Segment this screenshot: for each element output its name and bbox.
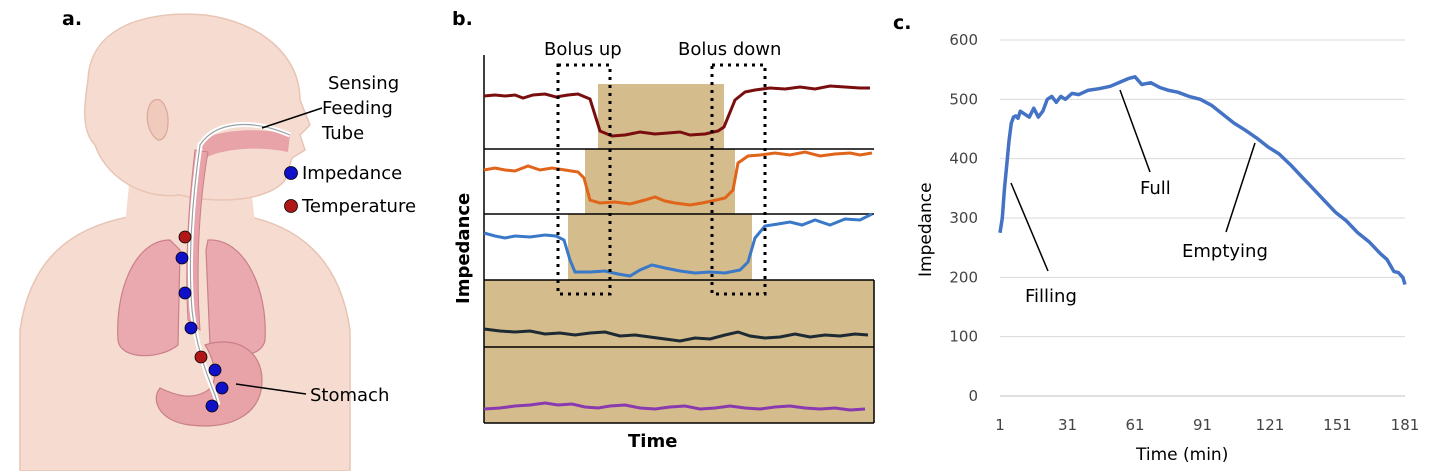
panel-a-label: a. [62,8,82,30]
chart-x-ticks: 1 31 61 91 121 151 181 [995,416,1419,434]
label-feeding: Feeding [322,98,393,119]
infant-illustration [19,13,351,471]
tube-leader-line [261,107,323,129]
impedance-sensor [208,363,222,377]
annotation-filling: Filling [1025,286,1077,307]
filling-leader [1010,182,1049,272]
y-tick-label: 600 [949,31,978,49]
trace-2 [483,150,873,207]
bolus-up-label: Bolus up [544,39,622,60]
stomach-leader-line [235,383,307,395]
bolus-regions [484,84,874,423]
impedance-sensor [178,286,192,300]
trace-5 [483,401,866,412]
y-tick-label: 100 [949,328,978,346]
trace-1 [483,84,870,138]
sensor-dots [175,230,229,413]
bolus-down-box [710,63,767,296]
chart-y-ticks: 0 100 200 300 400 500 600 [949,31,978,405]
x-tick-label: 61 [1125,416,1144,434]
x-tick-label: 181 [1391,416,1420,434]
full-leader [1119,89,1151,173]
label-stomach: Stomach [310,385,389,406]
trace-4 [483,327,869,343]
x-tick-label: 91 [1193,416,1212,434]
panel-b-ylabel: Impedance [453,193,474,304]
y-tick-label: 400 [949,150,978,168]
panel-b-label: b. [452,8,473,30]
x-tick-label: 121 [1256,416,1285,434]
bolus-up-box [556,63,612,296]
legend-temperature-dot [284,199,298,213]
temperature-sensor [178,230,192,244]
y-tick-label: 500 [949,90,978,108]
y-tick-label: 200 [949,268,978,286]
impedance-sensor [184,321,198,335]
trace-3 [483,212,873,278]
legend-impedance-label: Impedance [302,163,402,184]
chart-xlabel: Time (min) [1135,445,1228,465]
legend-temperature-label: Temperature [301,196,416,217]
y-tick-label: 0 [968,387,978,405]
panel-c-label: c. [893,12,911,34]
legend-impedance-dot [284,166,298,180]
chart-ylabel: Impedance [916,182,936,277]
bolus-down-label: Bolus down [678,39,781,60]
impedance-sensor [175,251,189,265]
temperature-sensor [194,350,208,364]
x-tick-label: 31 [1058,416,1077,434]
y-tick-label: 300 [949,209,978,227]
x-tick-label: 1 [995,416,1005,434]
chart-series-line [998,75,1407,286]
annotation-emptying: Emptying [1182,241,1268,262]
panel-b-xlabel: Time [628,431,677,452]
emptying-leader [1225,142,1256,233]
impedance-chart: 0 100 200 300 400 500 600 1 31 61 91 121 151 181 Imp… [916,31,1419,465]
trace-rows [483,55,875,424]
impedance-sensor [205,399,219,413]
annotation-full: Full [1140,178,1171,199]
label-tube: Tube [321,123,364,144]
x-tick-label: 151 [1323,416,1352,434]
impedance-sensor [215,381,229,395]
label-sensing: Sensing [328,73,399,94]
